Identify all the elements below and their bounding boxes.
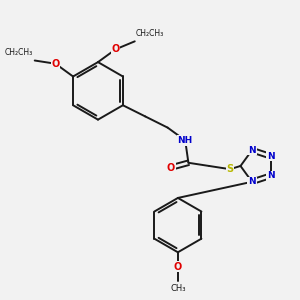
Text: S: S	[226, 164, 233, 174]
Text: O: O	[174, 262, 182, 272]
Text: N: N	[267, 152, 274, 161]
Text: N: N	[267, 171, 274, 180]
Text: CH₂CH₃: CH₂CH₃	[136, 29, 164, 38]
Text: CH₂CH₃: CH₂CH₃	[5, 48, 33, 57]
Text: O: O	[51, 59, 60, 69]
Text: NH: NH	[178, 136, 193, 145]
Text: N: N	[248, 177, 256, 186]
Text: N: N	[248, 146, 256, 155]
Text: O: O	[111, 44, 120, 54]
Text: O: O	[167, 163, 175, 172]
Text: CH₃: CH₃	[170, 284, 186, 292]
